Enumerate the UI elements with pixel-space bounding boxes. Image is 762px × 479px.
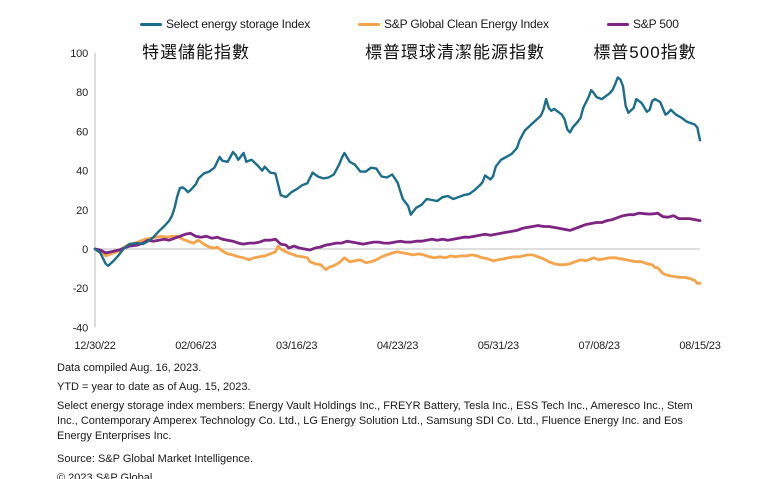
x-tick-label: 12/30/22 [74, 340, 115, 352]
y-tick-label: -20 [73, 283, 88, 295]
x-tick-label: 04/23/23 [377, 340, 418, 352]
y-tick-label: 60 [76, 126, 88, 138]
chinese-subtitle-sp500: 標普500指數 [593, 43, 697, 62]
legend-swatch-purple [607, 22, 629, 26]
note-data-compiled: Data compiled Aug. 16, 2023. [57, 362, 202, 374]
chinese-subtitle-storage: 特選儲能指數 [142, 43, 250, 62]
legend-swatch-teal [140, 22, 162, 26]
x-tick-label: 08/15/23 [679, 340, 720, 352]
legend-label: S&P 500 [633, 17, 679, 31]
legend-item-sp500: S&P 500 [607, 17, 679, 31]
series-line-s-p-500 [93, 211, 702, 255]
x-tick-label: 05/31/23 [478, 340, 519, 352]
series-line-s-p-global-clean-energy-index [93, 234, 702, 285]
line-chart: 100 80 60 40 20 0 -20 -40 12/30/22 02/06/23 03/16/… [70, 48, 721, 352]
y-tick-label: 40 [76, 166, 88, 178]
y-tick-label: 80 [76, 87, 88, 99]
y-tick-label: 0 [82, 244, 88, 256]
x-tick-label: 03/16/23 [276, 340, 317, 352]
x-tick-label: 02/06/23 [175, 340, 216, 352]
footnotes: Data compiled Aug. 16, 2023. YTD = year … [57, 361, 707, 479]
note-copyright: © 2023 S&P Global. [57, 472, 156, 479]
legend-item-clean-energy: S&P Global Clean Energy Index [358, 17, 549, 31]
legend-swatch-orange [358, 22, 380, 26]
legend-label: S&P Global Clean Energy Index [384, 17, 549, 31]
legend-item-select-energy-storage: Select energy storage Index [140, 17, 310, 31]
y-tick-label: 20 [76, 205, 88, 217]
note-ytd: YTD = year to date as of Aug. 15, 2023. [57, 381, 251, 393]
y-tick-label: 100 [70, 48, 88, 60]
note-source: Source: S&P Global Market Intelligence. [57, 453, 254, 465]
y-tick-label: -40 [73, 322, 88, 334]
series-line-select-energy-storage-index [93, 76, 702, 267]
x-tick-label: 07/08/23 [579, 340, 620, 352]
legend-label: Select energy storage Index [166, 17, 311, 31]
note-index-members: Select energy storage index members: Ene… [57, 400, 693, 442]
chinese-subtitle-clean-energy: 標普環球清潔能源指數 [365, 43, 545, 62]
